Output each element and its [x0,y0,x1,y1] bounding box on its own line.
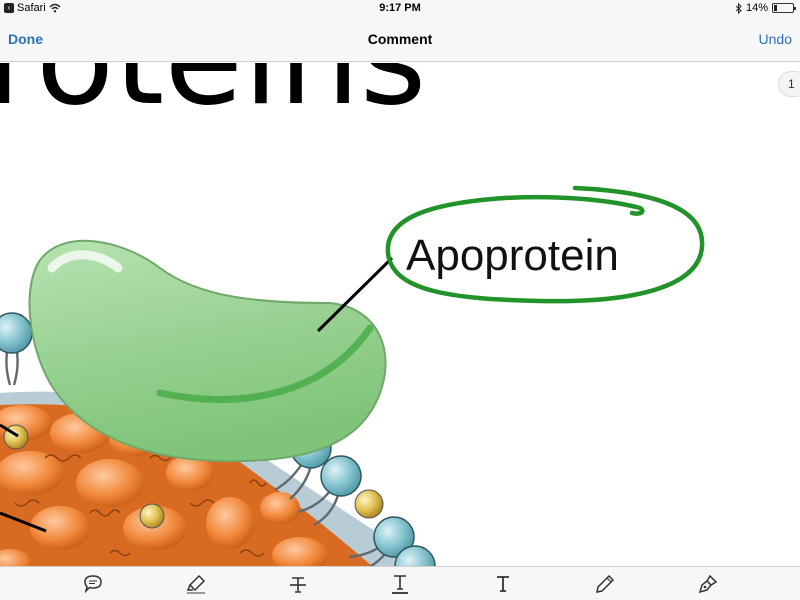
pencil-icon [596,574,615,593]
done-button[interactable]: Done [8,31,43,47]
back-to-app-icon[interactable]: ‹ [4,3,14,13]
nav-title: Comment [367,31,433,47]
speech-bubble-icon [84,575,102,594]
strikethrough-text-icon [290,577,306,593]
apoprotein-shape [28,239,387,463]
label-pointer-line [0,511,47,533]
apoprotein-leader-line [316,256,394,333]
status-right: 14% [735,2,796,14]
underline-tool[interactable] [389,573,411,595]
back-app-name[interactable]: Safari [17,2,46,14]
status-left: ‹ Safari [4,2,61,14]
bluetooth-icon [735,2,742,14]
lipoprotein-figure: roteins [0,63,705,566]
apoprotein-shading [156,324,374,403]
status-bar: ‹ Safari 9:17 PM 14% [0,0,800,18]
pen-tool[interactable] [697,573,719,595]
document-canvas[interactable]: 1 roteins [0,63,800,566]
cholesterol-dot [354,489,384,519]
fountain-pen-icon [698,574,718,594]
text-icon [497,576,509,592]
highlight-tool[interactable] [185,573,207,595]
pencil-tool[interactable] [594,573,616,595]
strikethrough-tool[interactable] [287,573,309,595]
text-tool[interactable] [492,573,514,595]
battery-percent: 14% [745,2,768,14]
underline-text-icon [392,575,408,594]
wifi-icon [49,3,61,13]
heading-fragment: roteins [0,63,426,134]
highlighter-icon [186,574,206,594]
nav-bar: Done Comment Undo [0,18,800,62]
battery-level [774,5,777,11]
battery-icon [772,3,796,13]
note-tool[interactable] [82,573,104,595]
cholesterol-dot [139,503,165,529]
apoprotein-label: Apoprotein [406,231,619,280]
clock: 9:17 PM [379,2,421,14]
undo-button[interactable]: Undo [758,31,792,47]
apoprotein-highlight [47,250,123,273]
ink-circle-annotation[interactable] [385,185,705,304]
annotation-toolbar [0,566,800,600]
page-indicator[interactable]: 1 [778,71,800,97]
label-pointer-line [0,423,19,438]
